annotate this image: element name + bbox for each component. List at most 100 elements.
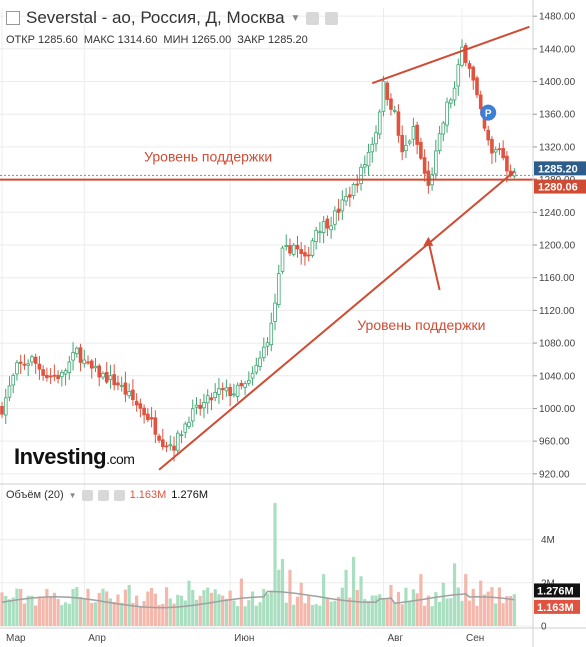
candle-body <box>146 413 150 421</box>
volume-bar <box>415 593 419 626</box>
candle-body <box>60 371 64 378</box>
candle-body <box>187 421 191 427</box>
volume-bar <box>135 595 139 626</box>
marker-label: P <box>485 109 492 120</box>
volume-bar <box>157 604 161 626</box>
candle-body <box>411 126 416 140</box>
volume-bar <box>0 592 4 626</box>
select-checkbox[interactable] <box>6 11 20 25</box>
candle-body <box>452 87 457 101</box>
volume-bar <box>101 588 105 626</box>
volume-bar <box>34 605 38 626</box>
price-tick-label: 1120.00 <box>539 306 575 317</box>
volume-moving-average <box>1 590 515 609</box>
candle-body <box>243 383 247 388</box>
candle-body <box>52 374 57 377</box>
gear-icon[interactable] <box>97 489 109 501</box>
candle-body <box>11 375 16 386</box>
volume-tick-label: 4M <box>541 535 555 546</box>
volume-bar <box>307 595 311 626</box>
volume-bar <box>460 600 464 626</box>
candlesticks <box>0 39 517 462</box>
low-label: МИН <box>163 34 189 46</box>
candle-body <box>190 408 195 422</box>
candle-body <box>239 382 244 387</box>
close-icon[interactable] <box>113 489 125 501</box>
volume-bar <box>404 587 408 626</box>
candle-body <box>404 145 408 152</box>
candle-body <box>63 370 68 375</box>
candle-body <box>276 273 281 305</box>
volume-bar <box>82 599 86 626</box>
candle-body <box>232 393 236 396</box>
time-tick-label: Апр <box>88 633 106 644</box>
volume-bar <box>411 589 415 626</box>
candle-body <box>392 109 397 112</box>
candle-body <box>314 229 318 243</box>
candle-body <box>355 183 360 186</box>
volume-bar <box>258 602 262 626</box>
volume-bar <box>494 603 498 626</box>
candle-body <box>306 254 311 257</box>
volume-bar <box>486 591 490 626</box>
candle-body <box>396 111 401 136</box>
volume-bar <box>445 598 449 626</box>
price-tick-label: 1480.00 <box>539 12 576 23</box>
volume-bar <box>22 603 27 626</box>
candle-body <box>127 391 131 397</box>
volume-bar <box>131 602 135 626</box>
volume-bar <box>105 591 109 626</box>
candle-body <box>37 363 42 370</box>
volume-bar <box>381 598 386 626</box>
candle-body <box>415 124 419 145</box>
candle-body <box>104 371 109 383</box>
chevron-down-icon[interactable]: ▼ <box>68 490 77 500</box>
candle-body <box>18 361 23 364</box>
candle-body <box>138 403 143 409</box>
support-annotation: Уровень поддержки <box>357 317 485 333</box>
volume-bar <box>153 593 157 626</box>
gear-icon[interactable] <box>325 11 339 25</box>
volume-bar <box>430 606 434 626</box>
price-tick-label: 1400.00 <box>539 77 576 88</box>
high-label: МАКС <box>83 34 115 46</box>
volume-bar <box>277 569 281 626</box>
candle-body <box>261 346 266 358</box>
candle-body <box>448 99 453 104</box>
candle-body <box>224 387 229 392</box>
volume-bar <box>217 594 221 626</box>
candle-body <box>75 347 79 355</box>
eye-icon[interactable] <box>81 489 93 501</box>
volume-bar <box>209 592 214 626</box>
volume-bar <box>108 598 113 626</box>
volume-bar <box>322 574 326 626</box>
eye-icon[interactable] <box>306 11 320 25</box>
volume-tag-bg <box>534 583 580 598</box>
volume-bar <box>194 599 199 626</box>
chart-header: Severstal - ао, Россия, Д, Москва ▼ <box>6 6 339 30</box>
volume-tag-bg <box>534 599 580 614</box>
candle-body <box>89 360 94 369</box>
candle-body <box>48 375 53 378</box>
candle-body <box>303 252 307 257</box>
volume-bar <box>389 584 393 626</box>
candle-body <box>434 150 438 175</box>
price-tick-label: 1000.00 <box>539 404 576 415</box>
volume-bar <box>116 594 120 626</box>
volume-bar <box>45 588 49 626</box>
candle-body <box>381 80 386 112</box>
open-label: ОТКР <box>6 34 36 46</box>
candle-body <box>441 122 446 135</box>
volume-bar <box>56 598 60 626</box>
volume-bar <box>198 595 202 626</box>
chevron-down-icon[interactable]: ▼ <box>290 12 301 24</box>
volume-bar <box>142 600 146 626</box>
volume-bar <box>441 582 445 626</box>
price-tick-label: 1240.00 <box>539 208 576 219</box>
candle-body <box>220 388 225 391</box>
candle-body <box>265 342 270 347</box>
candle-body <box>493 149 498 153</box>
candle-body <box>280 247 285 272</box>
